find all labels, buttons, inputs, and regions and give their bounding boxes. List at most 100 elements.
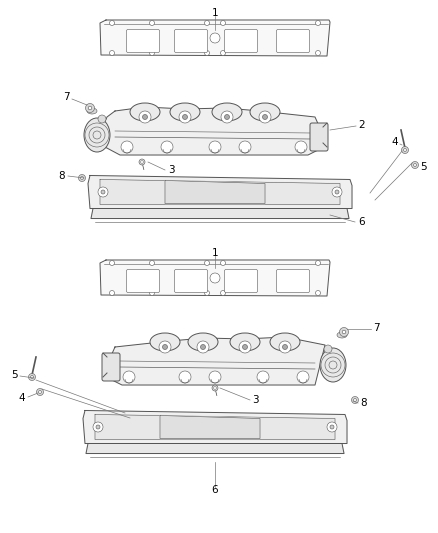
Circle shape bbox=[205, 290, 209, 295]
Polygon shape bbox=[86, 443, 344, 454]
FancyBboxPatch shape bbox=[276, 29, 310, 52]
Polygon shape bbox=[160, 416, 260, 439]
Circle shape bbox=[93, 422, 103, 432]
Polygon shape bbox=[88, 175, 352, 208]
Text: 5: 5 bbox=[420, 162, 427, 172]
FancyBboxPatch shape bbox=[174, 270, 208, 293]
Circle shape bbox=[197, 341, 209, 353]
Text: 1: 1 bbox=[212, 8, 218, 18]
Circle shape bbox=[78, 174, 85, 182]
Circle shape bbox=[411, 161, 418, 168]
Circle shape bbox=[220, 20, 226, 26]
Text: 3: 3 bbox=[252, 395, 258, 405]
Circle shape bbox=[283, 344, 287, 350]
Ellipse shape bbox=[170, 103, 200, 121]
Circle shape bbox=[88, 106, 92, 110]
Circle shape bbox=[110, 20, 114, 26]
Circle shape bbox=[141, 160, 143, 163]
FancyBboxPatch shape bbox=[276, 270, 310, 293]
Ellipse shape bbox=[150, 333, 180, 351]
Circle shape bbox=[98, 187, 108, 197]
Polygon shape bbox=[165, 181, 265, 204]
Circle shape bbox=[179, 111, 191, 123]
Circle shape bbox=[98, 115, 106, 123]
Circle shape bbox=[205, 51, 209, 55]
Circle shape bbox=[36, 389, 43, 395]
Circle shape bbox=[402, 147, 409, 154]
Circle shape bbox=[342, 330, 346, 334]
Circle shape bbox=[413, 164, 417, 166]
Ellipse shape bbox=[337, 332, 347, 338]
Circle shape bbox=[335, 190, 339, 194]
Polygon shape bbox=[100, 20, 330, 56]
Text: 2: 2 bbox=[358, 120, 364, 130]
Circle shape bbox=[315, 20, 321, 26]
Circle shape bbox=[142, 115, 148, 119]
Text: 4: 4 bbox=[392, 137, 398, 147]
Circle shape bbox=[339, 327, 349, 336]
Circle shape bbox=[201, 344, 205, 350]
Text: 6: 6 bbox=[212, 485, 218, 495]
Circle shape bbox=[101, 190, 105, 194]
Ellipse shape bbox=[230, 333, 260, 351]
Text: 3: 3 bbox=[168, 165, 175, 175]
Text: 8: 8 bbox=[58, 171, 65, 181]
Text: 8: 8 bbox=[360, 398, 367, 408]
Circle shape bbox=[262, 115, 268, 119]
Circle shape bbox=[257, 371, 269, 383]
Circle shape bbox=[110, 51, 114, 55]
Circle shape bbox=[123, 371, 135, 383]
Circle shape bbox=[332, 187, 342, 197]
Circle shape bbox=[149, 20, 155, 26]
Circle shape bbox=[149, 290, 155, 295]
Ellipse shape bbox=[84, 118, 110, 152]
Ellipse shape bbox=[87, 108, 97, 114]
Circle shape bbox=[297, 371, 309, 383]
Polygon shape bbox=[91, 208, 349, 219]
Circle shape bbox=[159, 341, 171, 353]
Circle shape bbox=[352, 397, 358, 403]
FancyBboxPatch shape bbox=[225, 29, 258, 52]
Circle shape bbox=[239, 141, 251, 153]
Text: 4: 4 bbox=[18, 393, 25, 403]
Circle shape bbox=[209, 371, 221, 383]
Circle shape bbox=[324, 345, 332, 353]
Circle shape bbox=[327, 422, 337, 432]
Circle shape bbox=[183, 115, 187, 119]
Circle shape bbox=[139, 159, 145, 165]
Polygon shape bbox=[100, 107, 323, 155]
Circle shape bbox=[330, 425, 334, 429]
Circle shape bbox=[220, 51, 226, 55]
Text: 7: 7 bbox=[373, 323, 380, 333]
Circle shape bbox=[205, 261, 209, 265]
Circle shape bbox=[149, 261, 155, 265]
Circle shape bbox=[162, 344, 167, 350]
FancyBboxPatch shape bbox=[225, 270, 258, 293]
Ellipse shape bbox=[130, 103, 160, 121]
Circle shape bbox=[295, 141, 307, 153]
Circle shape bbox=[220, 290, 226, 295]
Circle shape bbox=[110, 290, 114, 295]
Circle shape bbox=[243, 344, 247, 350]
Ellipse shape bbox=[320, 348, 346, 382]
Circle shape bbox=[110, 261, 114, 265]
Circle shape bbox=[96, 425, 100, 429]
Polygon shape bbox=[100, 180, 340, 205]
Circle shape bbox=[210, 33, 220, 43]
Circle shape bbox=[315, 51, 321, 55]
Circle shape bbox=[212, 385, 218, 391]
Circle shape bbox=[315, 290, 321, 295]
Circle shape bbox=[39, 391, 42, 393]
Circle shape bbox=[353, 399, 357, 401]
Circle shape bbox=[239, 341, 251, 353]
Circle shape bbox=[31, 376, 33, 378]
Circle shape bbox=[179, 371, 191, 383]
Circle shape bbox=[81, 176, 83, 180]
Circle shape bbox=[220, 261, 226, 265]
Text: 5: 5 bbox=[11, 370, 18, 380]
FancyBboxPatch shape bbox=[310, 123, 328, 151]
Circle shape bbox=[403, 149, 406, 151]
Circle shape bbox=[161, 141, 173, 153]
Polygon shape bbox=[107, 337, 325, 385]
Circle shape bbox=[214, 386, 216, 389]
